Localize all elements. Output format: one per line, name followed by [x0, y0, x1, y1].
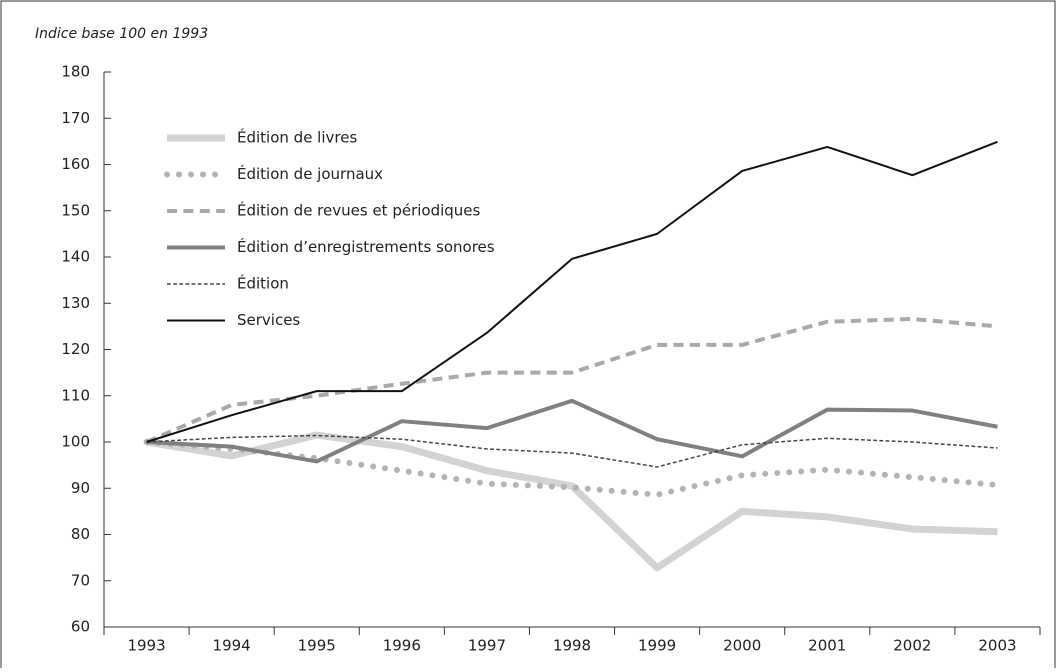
y-tick-label: 180 [61, 63, 90, 81]
legend-label: Services [237, 311, 300, 329]
x-tick-label: 2002 [893, 637, 931, 655]
y-tick-label: 170 [61, 109, 90, 127]
y-tick-label: 80 [71, 525, 90, 543]
y-tick-label: 130 [61, 294, 90, 312]
y-tick-label: 120 [61, 340, 90, 358]
legend-label: Édition de livres [237, 128, 357, 147]
y-tick-label: 150 [61, 201, 90, 219]
x-tick-label: 1995 [298, 637, 336, 655]
y-tick-label: 60 [71, 618, 90, 636]
x-tick-label: 1999 [638, 637, 676, 655]
legend-label: Édition de journaux [237, 164, 383, 183]
y-tick-label: 160 [61, 155, 90, 173]
y-tick-label: 70 [71, 571, 90, 589]
x-tick-label: 2000 [723, 637, 761, 655]
legend-label: Édition de revues et périodiques [237, 201, 481, 220]
y-tick-label: 140 [61, 248, 90, 266]
y-tick-label: 110 [61, 386, 90, 404]
legend-label: Édition d’enregistrements sonores [237, 237, 495, 256]
y-tick-label: 100 [61, 433, 90, 451]
series-line [145, 431, 998, 572]
x-tick-label: 1997 [468, 637, 506, 655]
series-line [145, 316, 998, 444]
y-axis-title: Indice base 100 en 1993 [35, 26, 208, 42]
series-line [146, 398, 998, 464]
series-line [146, 140, 998, 443]
x-tick-label: 2003 [978, 637, 1016, 655]
x-tick-label: 1993 [127, 637, 165, 655]
x-tick-label: 1994 [213, 637, 251, 655]
x-tick-label: 2001 [808, 637, 846, 655]
x-tick-label: 1998 [553, 637, 591, 655]
series-line [146, 434, 998, 468]
legend-label: Édition [237, 274, 289, 293]
x-tick-label: 1996 [383, 637, 421, 655]
y-tick-label: 90 [71, 479, 90, 497]
